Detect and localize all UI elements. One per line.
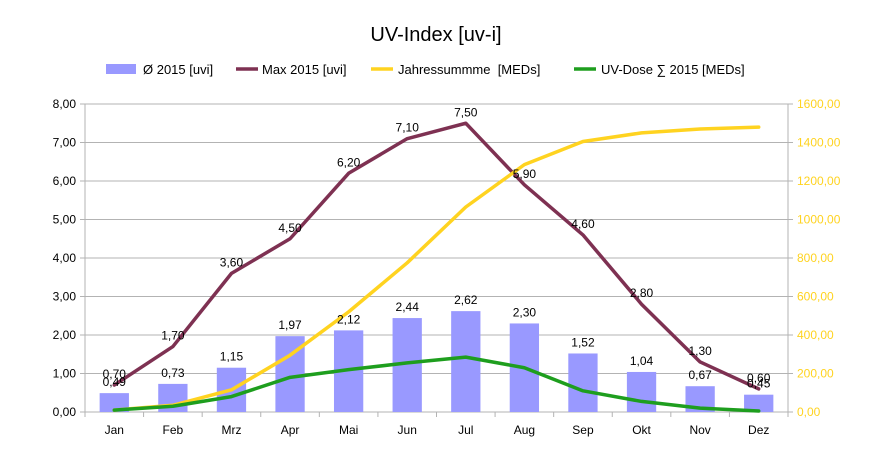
grid-lines — [85, 103, 788, 413]
left-tick-label: 5,00 — [53, 213, 77, 227]
x-tick-label: Sep — [572, 423, 594, 437]
left-tick-label: 6,00 — [53, 174, 77, 188]
chart-title: UV-Index [uv-i] — [370, 24, 501, 46]
bar — [99, 393, 129, 412]
bar-data-label: 2,62 — [454, 293, 478, 307]
line-series — [112, 121, 761, 413]
right-tick-label: 1600,00 — [797, 97, 841, 111]
x-tick-label: Dez — [748, 423, 769, 437]
left-tick-label: 3,00 — [53, 290, 77, 304]
left-tick-label: 7,00 — [53, 136, 77, 150]
x-tick-label: Jun — [398, 423, 417, 437]
bar-data-label: 0,45 — [747, 377, 771, 391]
right-tick-label: 400,00 — [797, 328, 834, 342]
x-tick-label: Okt — [632, 423, 651, 437]
line-data-label: 1,70 — [161, 329, 185, 343]
chart-legend: Ø 2015 [uvi] Max 2015 [uvi] Jahressummme [… — [106, 62, 745, 77]
line-data-label: 4,60 — [571, 217, 595, 231]
x-tick-label: Mrz — [221, 423, 241, 437]
bar — [568, 353, 598, 412]
line-data-label: 7,10 — [396, 121, 420, 135]
bar-data-label: 2,12 — [337, 312, 361, 326]
legend-label: Max 2015 [uvi] — [262, 62, 347, 77]
bar-data-label: 1,04 — [630, 354, 654, 368]
x-tick-label: Apr — [281, 423, 300, 437]
bar-data-label: 2,44 — [396, 300, 420, 314]
series-line — [112, 355, 761, 413]
line-data-label: 7,50 — [454, 105, 478, 119]
bar-data-label: 0,73 — [161, 366, 185, 380]
line-data-label: 0,70 — [103, 367, 127, 381]
right-tick-label: 1400,00 — [797, 136, 841, 150]
line-data-label: 4,50 — [278, 221, 302, 235]
right-tick-label: 1200,00 — [797, 174, 841, 188]
legend-label: UV-Dose ∑ 2015 [MEDs] — [601, 62, 745, 77]
x-tick-label: Jan — [105, 423, 124, 437]
series-line — [112, 121, 761, 391]
bar — [451, 311, 481, 412]
right-tick-label: 0,00 — [797, 405, 821, 419]
data-labels: 0,49 0,73 1,15 1,97 2,12 2,44 2,62 2,30 1,52 1,04… — [103, 105, 771, 390]
left-y-axis: 0,00 1,00 2,00 3,00 4,00 5,00 6,00 7,00 8,00 — [53, 97, 86, 419]
left-tick-label: 1,00 — [53, 367, 77, 381]
x-tick-label: Nov — [689, 423, 710, 437]
line-data-label: 3,60 — [220, 255, 244, 269]
right-tick-label: 200,00 — [797, 367, 834, 381]
x-tick-label: Mai — [339, 423, 358, 437]
bar — [626, 371, 657, 412]
line-data-label: 1,30 — [688, 344, 712, 358]
right-tick-label: 600,00 — [797, 290, 834, 304]
left-tick-label: 2,00 — [53, 328, 77, 342]
line-data-label: 5,90 — [513, 167, 537, 181]
right-tick-label: 1000,00 — [797, 213, 841, 227]
left-tick-label: 4,00 — [53, 251, 77, 265]
bar-data-label: 0,49 — [103, 375, 127, 389]
left-tick-label: 8,00 — [53, 97, 77, 111]
bar-data-label: 2,30 — [513, 305, 537, 319]
x-tick-label: Jul — [458, 423, 473, 437]
x-tick-label: Feb — [163, 423, 184, 437]
series-line — [112, 125, 761, 412]
legend-swatch — [106, 64, 136, 74]
right-y-axis: 0,00 200,00 400,00 600,00 800,00 1000,00 1200,… — [787, 97, 841, 419]
bar-data-label: 1,97 — [278, 318, 302, 332]
bar-data-label: 0,67 — [688, 368, 712, 382]
bar-data-label: 1,52 — [571, 335, 595, 349]
line-data-label: 6,20 — [337, 155, 361, 169]
right-tick-label: 800,00 — [797, 251, 834, 265]
line-data-label: 2,80 — [630, 286, 654, 300]
bar — [744, 394, 774, 412]
x-tick-label: Aug — [514, 423, 535, 437]
line-data-label: 0,60 — [747, 371, 771, 385]
legend-label: Ø 2015 [uvi] — [143, 62, 213, 77]
bar-data-label: 1,15 — [220, 350, 244, 364]
legend-label: Jahressummme [MEDs] — [398, 62, 540, 77]
left-tick-label: 0,00 — [53, 405, 77, 419]
x-axis: Jan Feb Mrz Apr Mai Jun Jul Aug Sep Okt Nov Dez — [84, 411, 789, 437]
